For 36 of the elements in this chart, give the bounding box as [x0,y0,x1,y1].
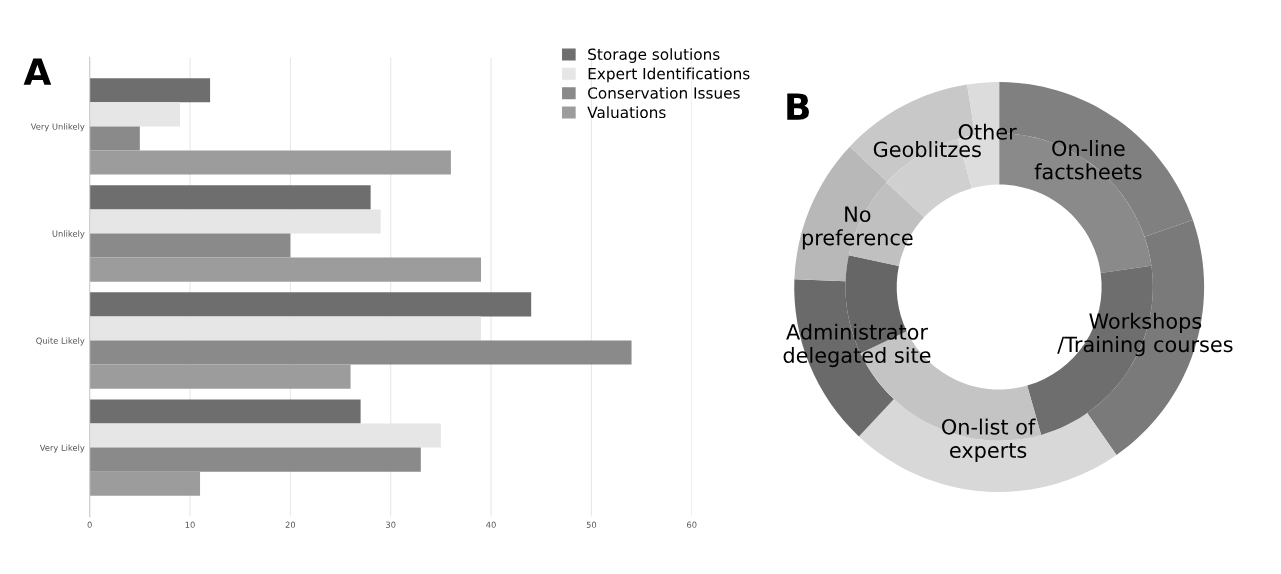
bar [89,233,291,258]
x-tick-label: 40 [486,521,496,528]
bar [89,340,632,365]
legend-label: Conservation Issues [588,86,740,99]
bar [89,399,361,424]
x-tick-label: 60 [687,521,697,528]
bar [89,257,482,282]
legend-label: Expert Identifications [588,67,750,83]
bar [89,316,482,341]
y-tick-label: Unlikely [52,230,85,239]
x-tick-label: 10 [185,521,195,528]
bar [89,447,421,472]
bar [89,292,532,317]
legend-label: Valuations [587,106,666,119]
x-tick-label: 20 [285,521,296,528]
x-tick-label: 50 [586,521,597,528]
chart-title: B [787,93,809,120]
bar [89,78,211,103]
slice-label: No preference [802,206,913,250]
bar [89,185,371,210]
slice-label: On-list of experts [942,418,1036,463]
y-tick-label: Quite Likely [36,337,85,346]
x-tick-label: 30 [386,521,396,528]
y-tick-label: Very Likely [39,444,85,453]
slice-label: Other [958,123,1017,140]
slice-label: On-line factsheets [1034,140,1142,180]
legend-label: Storage solutions [588,48,720,63]
y-tick-label: Very Unlikely [30,123,85,132]
x-tick-label: 0 [87,521,92,528]
bar [89,471,201,496]
bar [89,126,140,151]
chart-title: A [23,58,52,85]
bar [89,102,180,127]
bar [89,150,451,175]
slice-label: Geoblitzes [873,141,981,158]
bar [89,364,351,389]
